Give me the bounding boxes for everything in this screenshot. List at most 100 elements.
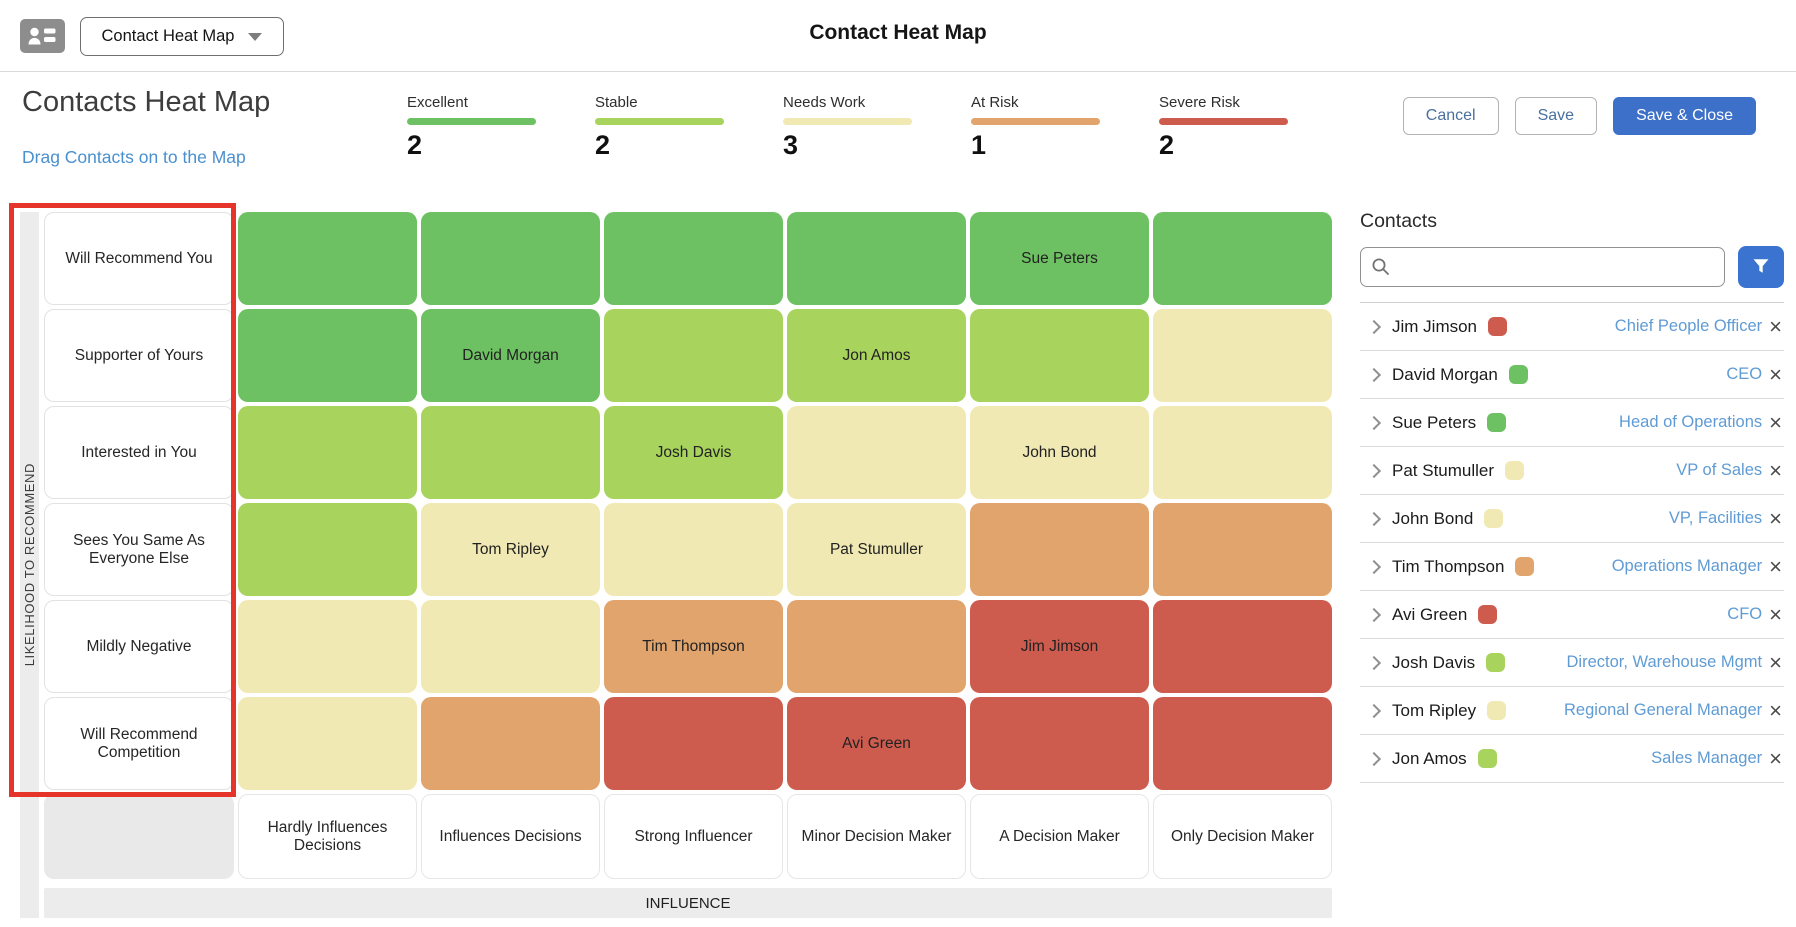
heat-cell[interactable] [421, 600, 600, 693]
contact-status-swatch [1505, 461, 1525, 480]
heat-cell[interactable] [238, 309, 417, 402]
heat-cell[interactable]: Sue Peters [970, 212, 1149, 305]
cell-contact-name[interactable]: Pat Stumuller [829, 540, 924, 558]
contact-role-link[interactable]: CEO [1726, 365, 1763, 383]
heat-cell[interactable] [970, 503, 1149, 596]
contact-row[interactable]: Jon Amos Sales Manager × [1360, 735, 1784, 783]
save-close-button[interactable]: Save & Close [1613, 97, 1756, 135]
remove-contact-icon[interactable]: × [1769, 649, 1782, 675]
search-box [1360, 247, 1725, 287]
contact-role-link[interactable]: VP, Facilities [1668, 509, 1763, 527]
chevron-right-icon[interactable] [1366, 703, 1382, 718]
filter-button[interactable] [1738, 246, 1784, 288]
contact-role-link[interactable]: VP of Sales [1676, 461, 1763, 479]
save-button[interactable]: Save [1514, 97, 1598, 135]
heat-cell[interactable] [1153, 212, 1332, 305]
heat-cell[interactable] [604, 212, 783, 305]
heat-cell[interactable] [421, 697, 600, 790]
contact-name: Jon Amos [1392, 748, 1467, 768]
chevron-right-icon[interactable] [1366, 511, 1382, 526]
remove-contact-icon[interactable]: × [1769, 697, 1782, 723]
heat-cell[interactable]: Avi Green [787, 697, 966, 790]
contact-row[interactable]: Sue Peters Head of Operations × [1360, 399, 1784, 447]
heat-cell[interactable] [238, 697, 417, 790]
chevron-right-icon[interactable] [1366, 751, 1382, 766]
heat-cell[interactable] [970, 697, 1149, 790]
heat-cell[interactable] [604, 309, 783, 402]
heat-cell[interactable]: Tim Thompson [604, 600, 783, 693]
chevron-right-icon[interactable] [1366, 463, 1382, 478]
contact-row[interactable]: Jim Jimson Chief People Officer × [1360, 303, 1784, 351]
drag-contacts-link[interactable]: Drag Contacts on to the Map [22, 147, 246, 167]
cell-contact-name[interactable]: John Bond [1022, 443, 1097, 461]
heat-cell[interactable] [238, 406, 417, 499]
cell-contact-name[interactable]: Josh Davis [655, 443, 732, 461]
legend-count: 2 [595, 130, 611, 160]
heat-cell[interactable]: Jim Jimson [970, 600, 1149, 693]
heat-cell[interactable] [787, 406, 966, 499]
contact-row[interactable]: David Morgan CEO × [1360, 351, 1784, 399]
remove-contact-icon[interactable]: × [1769, 457, 1782, 483]
heat-cell[interactable] [787, 212, 966, 305]
contact-row[interactable]: Avi Green CFO × [1360, 591, 1784, 639]
chevron-right-icon[interactable] [1366, 655, 1382, 670]
chevron-right-icon[interactable] [1366, 607, 1382, 622]
heat-cell[interactable] [1153, 503, 1332, 596]
heat-cell[interactable] [238, 600, 417, 693]
heat-cell[interactable]: Pat Stumuller [787, 503, 966, 596]
contact-row[interactable]: John Bond VP, Facilities × [1360, 495, 1784, 543]
heat-cell[interactable] [238, 212, 417, 305]
heat-cell[interactable] [238, 503, 417, 596]
remove-contact-icon[interactable]: × [1769, 409, 1782, 435]
chevron-right-icon[interactable] [1366, 415, 1382, 430]
heat-cell[interactable] [604, 697, 783, 790]
chevron-right-icon[interactable] [1366, 367, 1382, 382]
heat-cell[interactable]: David Morgan [421, 309, 600, 402]
heat-cell[interactable] [1153, 406, 1332, 499]
cell-contact-name[interactable]: Tim Thompson [642, 637, 745, 655]
heat-cell[interactable]: Tom Ripley [421, 503, 600, 596]
remove-contact-icon[interactable]: × [1769, 505, 1782, 531]
heat-cell[interactable]: John Bond [970, 406, 1149, 499]
cell-contact-name[interactable]: Sue Peters [1021, 249, 1098, 267]
contact-status-swatch [1484, 509, 1504, 528]
view-selector-dropdown[interactable]: Contact Heat Map [80, 17, 284, 56]
cell-contact-name[interactable]: Avi Green [842, 734, 911, 752]
cell-contact-name[interactable]: David Morgan [462, 346, 559, 364]
cell-contact-name[interactable]: Jim Jimson [1020, 637, 1099, 655]
heat-cell[interactable] [1153, 309, 1332, 402]
contact-row[interactable]: Josh Davis Director, Warehouse Mgmt × [1360, 639, 1784, 687]
contact-role-link[interactable]: CFO [1727, 605, 1763, 623]
cancel-button[interactable]: Cancel [1402, 97, 1499, 135]
heat-cell[interactable]: Josh Davis [604, 406, 783, 499]
contact-role-link[interactable]: Chief People Officer [1614, 317, 1763, 335]
heat-cell[interactable] [970, 309, 1149, 402]
heat-cell[interactable]: Jon Amos [787, 309, 966, 402]
heat-cell[interactable] [604, 503, 783, 596]
contact-role-link[interactable]: Sales Manager [1651, 749, 1763, 767]
heat-cell[interactable] [787, 600, 966, 693]
chevron-right-icon[interactable] [1366, 319, 1382, 334]
chevron-right-icon[interactable] [1366, 559, 1382, 574]
contact-row[interactable]: Tim Thompson Operations Manager × [1360, 543, 1784, 591]
contact-role-link[interactable]: Operations Manager [1611, 557, 1763, 575]
search-input[interactable] [1360, 247, 1725, 287]
cell-contact-name[interactable]: Tom Ripley [472, 540, 549, 558]
contact-role-link[interactable]: Director, Warehouse Mgmt [1566, 653, 1763, 671]
heat-cell[interactable] [421, 212, 600, 305]
heat-cell[interactable] [1153, 600, 1332, 693]
col-label: Influences Decisions [421, 794, 600, 879]
heat-cell[interactable] [1153, 697, 1332, 790]
remove-contact-icon[interactable]: × [1769, 553, 1782, 579]
remove-contact-icon[interactable]: × [1769, 745, 1782, 771]
remove-contact-icon[interactable]: × [1769, 313, 1782, 339]
remove-contact-icon[interactable]: × [1769, 601, 1782, 627]
contact-row[interactable]: Tom Ripley Regional General Manager × [1360, 687, 1784, 735]
cell-contact-name[interactable]: Jon Amos [842, 346, 911, 364]
contact-role-link[interactable]: Head of Operations [1619, 413, 1763, 431]
remove-contact-icon[interactable]: × [1769, 361, 1782, 387]
contact-role-link[interactable]: Regional General Manager [1564, 701, 1763, 719]
contact-row[interactable]: Pat Stumuller VP of Sales × [1360, 447, 1784, 495]
contact-card-icon [20, 19, 65, 53]
heat-cell[interactable] [421, 406, 600, 499]
